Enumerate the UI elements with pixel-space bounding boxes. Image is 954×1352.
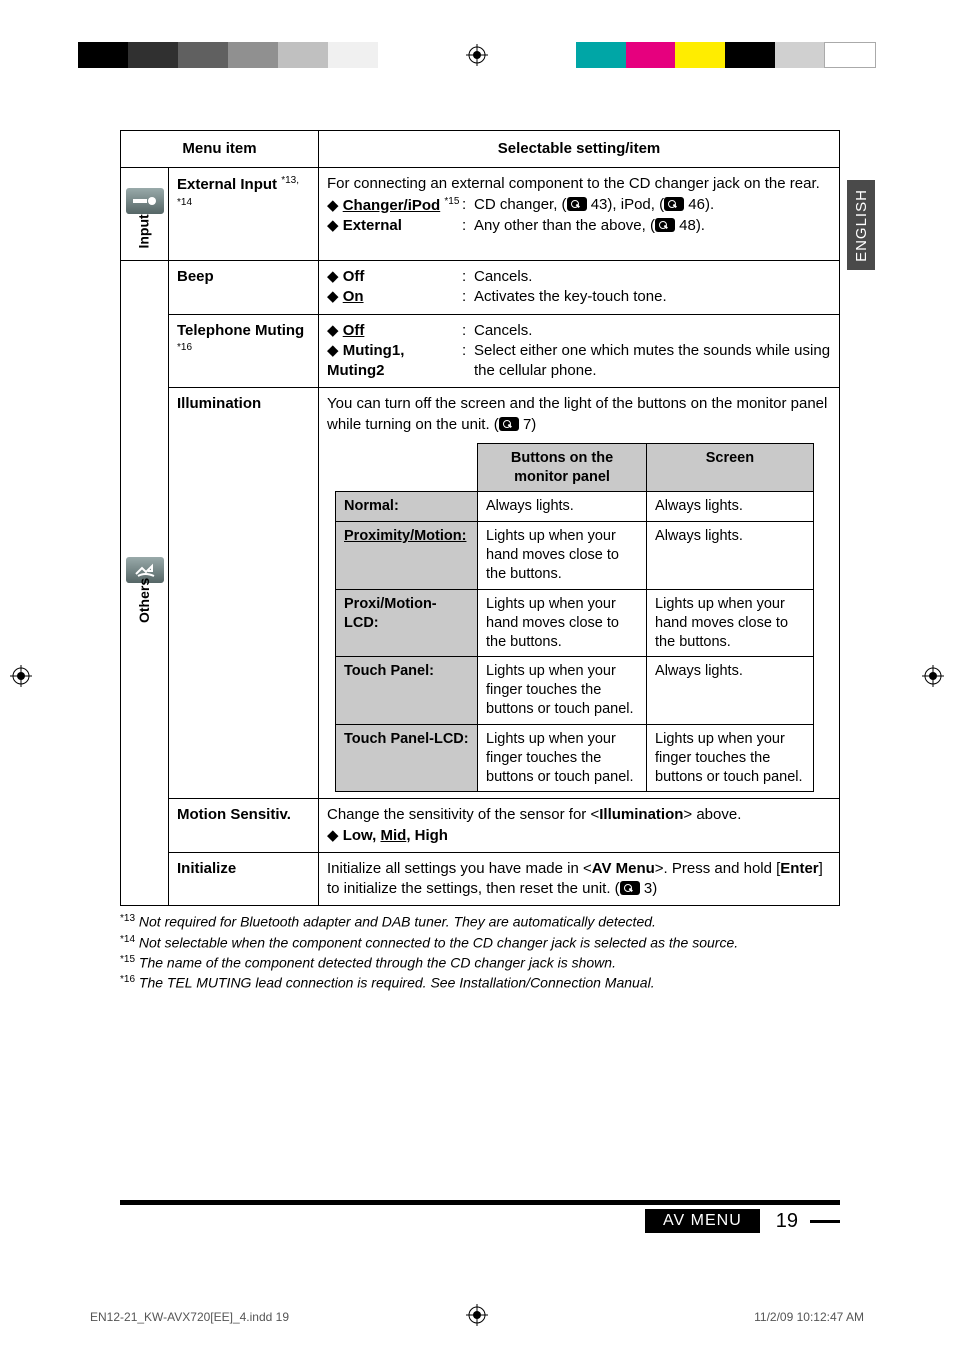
row-beep-name: Beep	[169, 261, 319, 315]
footnotes: *13 Not required for Bluetooth adapter a…	[120, 912, 840, 993]
illum-col-buttons: Buttons on the monitor panel	[478, 443, 647, 492]
category-input: Input	[121, 168, 169, 261]
ref-icon	[499, 417, 519, 431]
colorbar-left	[78, 42, 378, 68]
settings-table: Menu item Selectable setting/item Input …	[120, 130, 840, 906]
registration-mark-top	[466, 44, 488, 66]
page-footer: AV MENU 19	[120, 1200, 840, 1233]
ref-icon	[655, 218, 675, 232]
print-metadata: EN12-21_KW-AVX720[EE]_4.indd 19 11/2/09 …	[90, 1310, 864, 1324]
language-tab: ENGLISH	[847, 180, 875, 270]
row-external-input-name: External Input *13, *14	[169, 168, 319, 261]
category-others-label: Others	[135, 578, 154, 623]
row-initialize-settings: Initialize all settings you have made in…	[319, 852, 840, 906]
header-menu-item: Menu item	[121, 131, 319, 168]
row-telmuting-settings: ◆ Off:Cancels. ◆ Muting1, Muting2:Select…	[319, 314, 840, 388]
row-motion-settings: Change the sensitivity of the sensor for…	[319, 799, 840, 853]
print-file: EN12-21_KW-AVX720[EE]_4.indd 19	[90, 1310, 289, 1324]
category-others: Others	[121, 261, 169, 906]
registration-mark-left	[10, 665, 32, 687]
row-telmuting-name: Telephone Muting *16	[169, 314, 319, 388]
row-initialize-name: Initialize	[169, 852, 319, 906]
row-motion-name: Motion Sensitiv.	[169, 799, 319, 853]
page-content: ENGLISH Menu item Selectable setting/ite…	[120, 130, 840, 993]
footer-section: AV MENU	[645, 1209, 760, 1233]
illumination-table: Buttons on the monitor panel Screen Norm…	[335, 443, 814, 793]
ref-icon	[567, 197, 587, 211]
ref-icon	[620, 881, 640, 895]
row-beep-settings: ◆ Off:Cancels. ◆ On:Activates the key-to…	[319, 261, 840, 315]
row-illumination-settings: You can turn off the screen and the ligh…	[319, 388, 840, 799]
print-timestamp: 11/2/09 10:12:47 AM	[754, 1310, 864, 1324]
illum-col-screen: Screen	[647, 443, 814, 492]
registration-mark-right	[922, 665, 944, 687]
input-icon	[126, 188, 164, 214]
colorbar-right	[576, 42, 876, 68]
language-tab-label: ENGLISH	[853, 189, 870, 262]
header-selectable: Selectable setting/item	[319, 131, 840, 168]
ref-icon	[664, 197, 684, 211]
category-input-label: Input	[135, 214, 154, 248]
row-external-input-settings: For connecting an external component to …	[319, 168, 840, 261]
row-illumination-name: Illumination	[169, 388, 319, 799]
footer-page-number: 19	[760, 1210, 810, 1233]
